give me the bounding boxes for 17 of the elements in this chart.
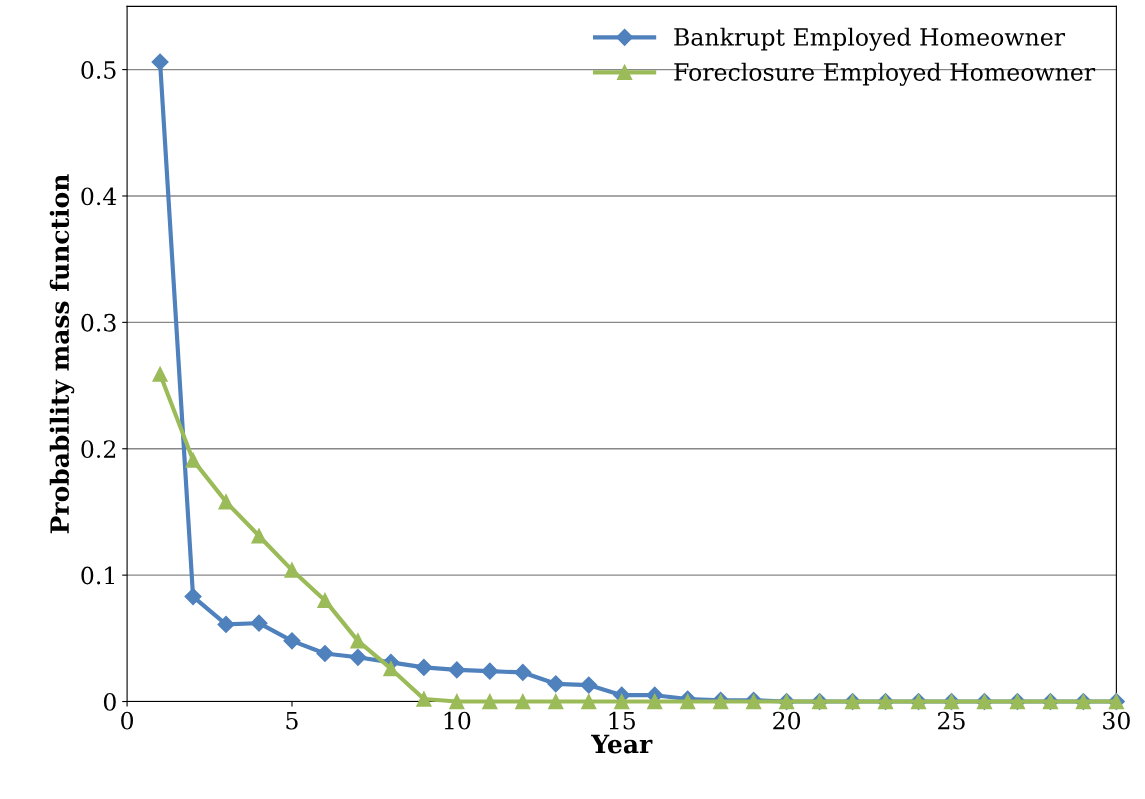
y-axis-title: Probability mass function [49, 174, 75, 534]
y-tick-label: 0.5 [81, 61, 116, 79]
x-tick-label: 10 [444, 711, 471, 730]
y-tick-label: 0.1 [81, 566, 115, 585]
y-tick-label: 0.2 [81, 440, 116, 459]
y-tick-label: 0 [103, 692, 116, 711]
x-tick-label: 5 [286, 711, 298, 730]
x-axis-title: Year [591, 734, 653, 754]
x-tick-label: 0 [121, 711, 134, 730]
x-tick-label: 25 [938, 711, 965, 730]
legend-label: Bankrupt Employed Homeowner [674, 27, 1066, 51]
y-tick-label: 0.3 [81, 313, 116, 332]
x-tick-label: 30 [1103, 711, 1130, 730]
x-tick-label: 15 [609, 711, 635, 730]
x-tick-label: 20 [773, 711, 801, 730]
y-tick-label: 0.4 [81, 187, 117, 206]
legend-label: Foreclosure Employed Homeowner [674, 62, 1096, 86]
